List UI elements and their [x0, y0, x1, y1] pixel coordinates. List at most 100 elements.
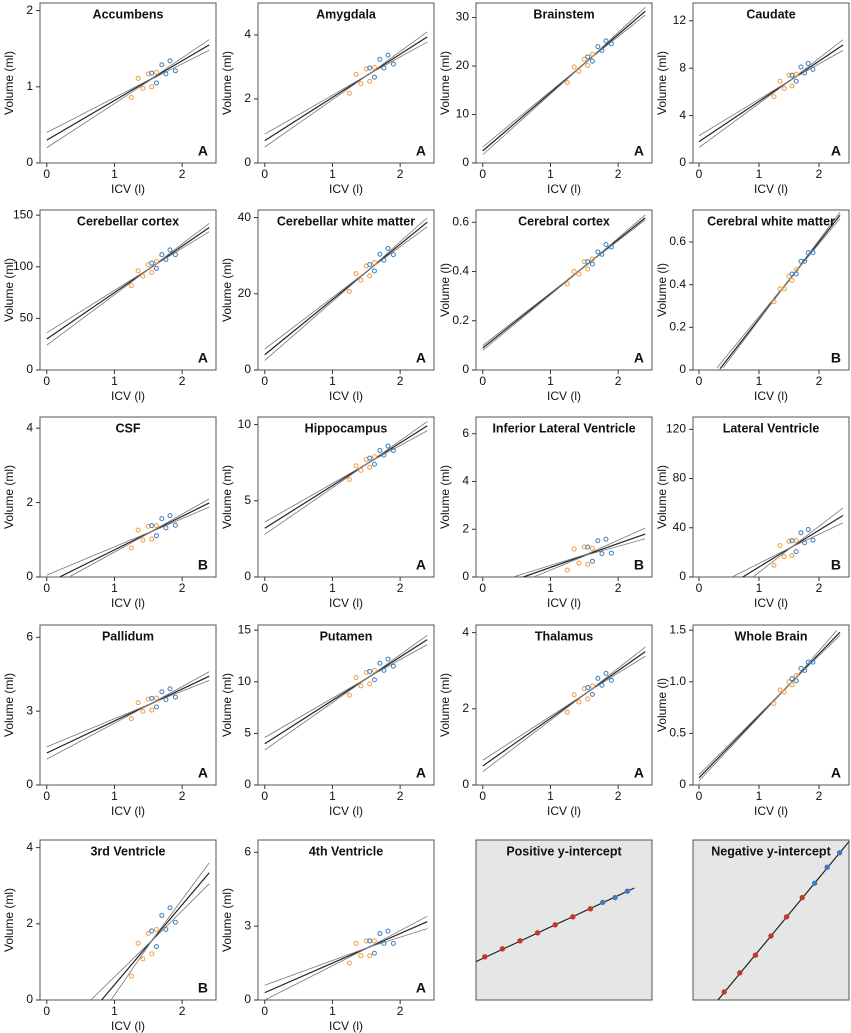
x-axis-label: ICV (l) — [111, 389, 145, 403]
point — [603, 670, 609, 676]
y-tick-label: 0 — [679, 777, 686, 791]
point — [377, 251, 383, 257]
x-tick-label: 2 — [615, 789, 622, 803]
point — [381, 940, 387, 946]
point — [153, 69, 159, 75]
x-tick-label: 2 — [179, 581, 186, 595]
point — [589, 691, 595, 697]
panel-title: Pallidum — [102, 629, 154, 643]
point — [585, 561, 591, 567]
x-axis-label: ICV (l) — [754, 596, 788, 610]
point — [153, 695, 159, 701]
plot-area — [692, 416, 850, 578]
point — [358, 277, 364, 283]
panel: Cerebral white matter 0 0.2 0.4 0.6 0 1 2 ICV (l… — [655, 209, 850, 403]
plot-area — [39, 209, 217, 371]
point — [381, 257, 387, 263]
x-tick-label: 2 — [179, 167, 186, 181]
point — [353, 71, 359, 77]
y-axis-label: Volume (ml) — [2, 888, 16, 952]
x-axis-label: ICV (l) — [547, 182, 581, 196]
x-tick-label: 0 — [261, 167, 268, 181]
y-tick-label: 0 — [462, 155, 469, 169]
point — [367, 261, 373, 267]
fit-line — [101, 872, 210, 1000]
y-tick-label: 4 — [26, 420, 33, 434]
point — [570, 914, 576, 920]
panel-title: CSF — [116, 421, 141, 435]
panel-letter: A — [831, 143, 841, 159]
fit-line — [46, 39, 210, 133]
point — [153, 533, 159, 539]
point — [595, 249, 601, 255]
y-axis-label: Volume (ml) — [220, 465, 234, 529]
y-tick-label: 20 — [238, 286, 252, 300]
fit-line — [264, 928, 428, 1000]
y-tick-label: 80 — [673, 471, 687, 485]
point — [128, 973, 134, 979]
fit-line — [523, 533, 646, 577]
y-tick-label: 4 — [462, 625, 469, 639]
panel-letter: A — [416, 557, 426, 573]
point — [798, 64, 804, 70]
panel-title: Inferior Lateral Ventricle — [492, 421, 635, 435]
x-tick-label: 1 — [547, 581, 554, 595]
point — [128, 545, 134, 551]
point — [128, 716, 134, 722]
plot-content — [264, 915, 428, 1000]
point — [595, 675, 601, 681]
fit-line — [698, 50, 844, 148]
y-tick-label: 4 — [244, 27, 251, 41]
point — [589, 51, 595, 57]
point — [612, 894, 618, 901]
panel: Whole Brain 0 0.5 1.0 1.5 0 1 2 ICV (l) Volume (l… — [655, 622, 850, 818]
panel-letter: A — [416, 350, 426, 366]
point — [371, 461, 377, 467]
x-axis-label: ICV (l) — [547, 389, 581, 403]
x-tick-label: 1 — [756, 167, 763, 181]
point — [172, 919, 178, 925]
point — [802, 540, 808, 546]
y-tick-label: 10 — [238, 674, 252, 688]
x-axis-label: ICV (l) — [329, 804, 363, 818]
point — [353, 675, 359, 681]
point — [571, 546, 577, 552]
y-tick-label: 0 — [462, 362, 469, 376]
point — [371, 677, 377, 683]
point — [358, 467, 364, 473]
panel: Brainstem 0 10 20 30 0 1 2 ICV (l) Volume (ml) A — [438, 2, 653, 196]
point — [149, 70, 155, 76]
panel-title: Thalamus — [535, 629, 593, 643]
point — [381, 452, 387, 458]
x-tick-label: 0 — [479, 167, 486, 181]
point — [805, 60, 811, 66]
panel: Negative y-intercept — [692, 839, 850, 1001]
x-tick-label: 1 — [756, 374, 763, 388]
panel-title: 4th Ventricle — [309, 844, 383, 858]
y-axis-label: Volume (ml) — [438, 465, 452, 529]
point — [564, 281, 570, 287]
point — [128, 94, 134, 100]
x-tick-label: 1 — [329, 1004, 336, 1018]
point — [608, 244, 614, 250]
point — [153, 258, 159, 264]
panel-letter: A — [634, 765, 644, 781]
point — [571, 269, 577, 275]
point — [589, 261, 595, 267]
point — [390, 252, 396, 258]
x-tick-label: 1 — [547, 167, 554, 181]
x-tick-label: 0 — [43, 167, 50, 181]
point — [789, 552, 795, 558]
panel-letter: A — [831, 765, 841, 781]
y-axis-label: Volume (l) — [438, 263, 452, 317]
point — [390, 663, 396, 669]
x-axis-label: ICV (l) — [329, 389, 363, 403]
point — [571, 64, 577, 70]
point — [363, 938, 369, 944]
x-tick-label: 0 — [43, 1004, 50, 1018]
point — [624, 888, 631, 894]
x-tick-label: 0 — [696, 581, 703, 595]
panel: Accumbens 0 1 2 0 1 2 ICV (l) Volume (ml) A — [2, 2, 217, 196]
point — [802, 667, 808, 673]
point — [385, 656, 391, 662]
